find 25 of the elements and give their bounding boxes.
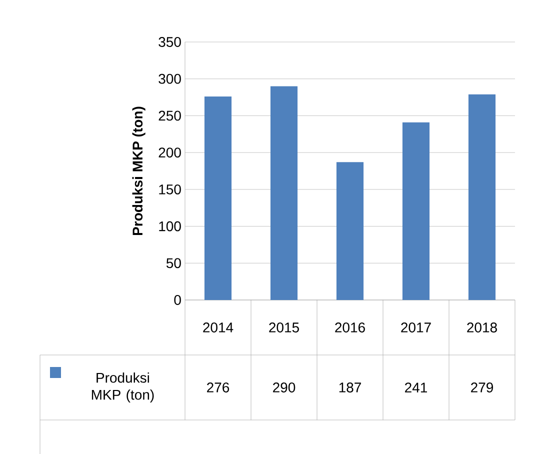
bar — [270, 86, 298, 300]
y-tick-label: 200 — [158, 148, 181, 158]
x-tick-label: 2018 — [467, 322, 497, 332]
y-tick-label: 50 — [166, 258, 181, 268]
y-tick-label: 250 — [158, 110, 181, 121]
data-label: 187 — [339, 382, 361, 392]
y-tick-label: 350 — [158, 36, 181, 47]
data-label: 290 — [273, 382, 296, 392]
x-tick-label: 2016 — [335, 322, 365, 332]
x-tick-label: 2017 — [401, 322, 431, 332]
bar — [204, 96, 232, 300]
y-tick-label: 150 — [159, 184, 181, 194]
y-tick-label: 100 — [159, 221, 181, 232]
data-label: 279 — [471, 382, 494, 392]
data-label: 276 — [207, 382, 230, 392]
x-tick-label: 2015 — [269, 322, 299, 332]
y-tick-label: 0 — [174, 294, 181, 305]
bar — [402, 122, 430, 300]
bar — [468, 94, 496, 300]
data-label: 241 — [405, 382, 427, 392]
y-axis-title: Produksi MKP (ton) — [132, 106, 146, 235]
legend-label: Produksi MKP (ton) — [92, 372, 154, 402]
bar — [336, 162, 364, 300]
x-tick-label: 2014 — [203, 322, 234, 332]
y-tick-label: 300 — [158, 74, 181, 84]
